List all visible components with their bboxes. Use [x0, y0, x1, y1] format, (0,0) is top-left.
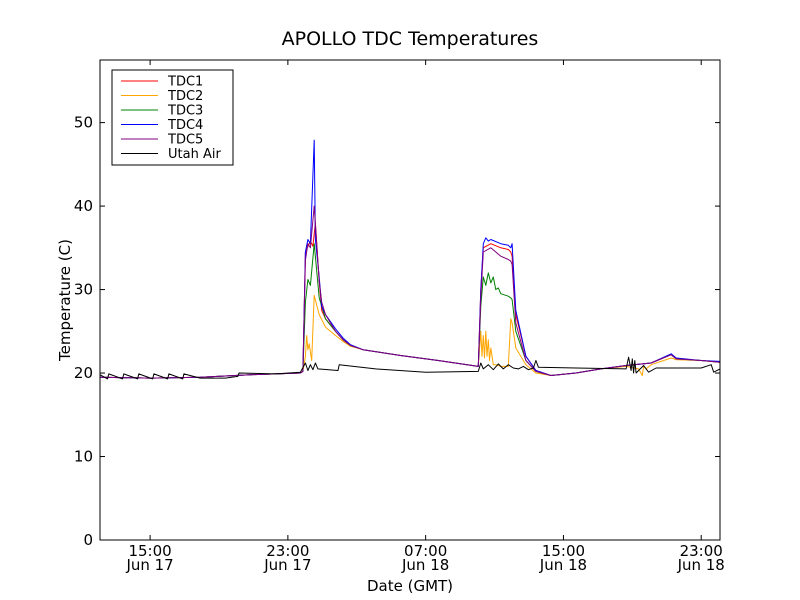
legend-label: TDC4: [167, 118, 203, 133]
series-line-utah-air: [100, 356, 720, 380]
x-tick-date-label: Jun 17: [263, 556, 311, 574]
y-tick-label: 0: [83, 531, 93, 549]
y-tick-label: 50: [74, 114, 93, 132]
x-tick-date-label: Jun 17: [125, 556, 173, 574]
x-tick-time-label: 15:00: [542, 542, 585, 560]
y-axis-label: Temperature (C): [56, 239, 74, 362]
legend-box: [111, 69, 234, 166]
legend-label: TDC2: [167, 89, 203, 104]
series-line-tdc2: [100, 294, 720, 379]
legend-label: TDC5: [167, 133, 203, 148]
x-axis-label: Date (GMT): [367, 577, 453, 595]
y-tick-label: 20: [74, 364, 93, 382]
x-tick-date-label: Jun 18: [539, 556, 587, 574]
y-tick-label: 30: [74, 281, 93, 299]
y-tick-label: 40: [74, 197, 93, 215]
chart-title: APOLLO TDC Temperatures: [282, 28, 539, 50]
x-tick-date-label: Jun 18: [401, 556, 449, 574]
series-group: [100, 139, 720, 380]
x-tick-time-label: 15:00: [128, 542, 171, 560]
y-tick-label: 10: [74, 448, 93, 466]
legend-label: TDC1: [167, 75, 203, 90]
plot-frame: [99, 59, 721, 541]
x-tick-date-label: Jun 18: [677, 556, 725, 574]
x-tick-time-label: 23:00: [680, 542, 723, 560]
series-line-tdc5: [100, 205, 720, 379]
x-tick-time-label: 07:00: [404, 542, 447, 560]
legend-label: Utah Air: [168, 147, 221, 162]
legend-label: TDC3: [167, 104, 203, 119]
x-tick-time-label: 23:00: [266, 542, 309, 560]
